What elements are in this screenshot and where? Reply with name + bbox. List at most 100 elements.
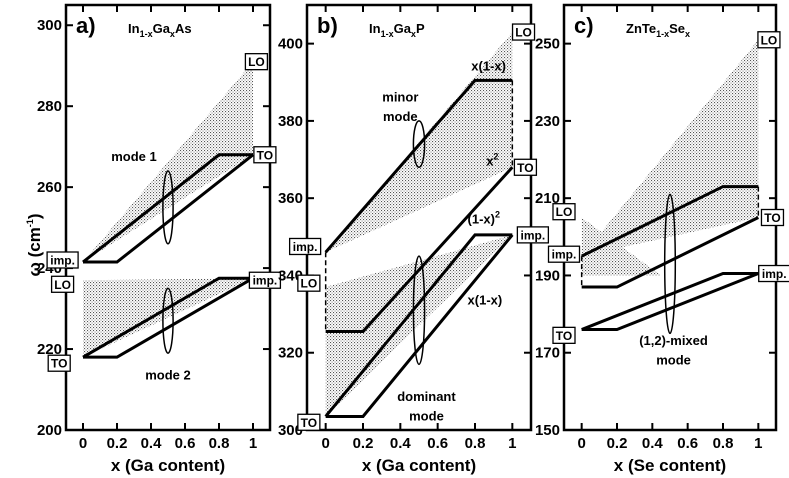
x-tick-label-p2-3: 0.6 [677,435,698,452]
box-p1-0 [511,23,536,41]
x-tick-label-p0-1: 0.2 [107,435,128,452]
box-label-p1-0: LO [515,26,532,40]
y-tick-label-p1-3: 360 [278,190,303,207]
series-line-p1-2 [324,233,513,418]
box-label-p2-0: LO [761,33,778,47]
box-p2-4 [758,264,789,283]
y-axis-title-sup: -1 [25,219,35,227]
title-mid-p1: Ga [394,21,412,36]
box-p0-0 [244,53,269,71]
y-tick-label-p2-3: 210 [535,190,560,207]
title-sub2-p0: x [170,29,175,39]
box-p1-5 [297,413,321,431]
box-p1-3 [516,226,550,244]
y-tick-label-p1-0: 300 [278,422,303,439]
annotation-p0-1: mode 2 [145,367,191,382]
x-axis-title-p1: x (Ga content) [362,456,476,475]
title-mid-p0: Ga [153,21,171,36]
x-tick-label-p1-3: 0.6 [427,435,448,452]
box-p2-3 [547,245,581,263]
box-label-p0-5: TO [51,357,67,371]
annotation-p1-5: x(1-x) [468,292,503,307]
x-tick-label-p1-1: 0.2 [353,435,374,452]
box-label-p2-3: imp. [552,248,577,262]
y-axis-title-close: ) [25,213,44,219]
box-p1-4 [297,274,321,292]
box-label-p1-2: imp. [293,240,318,254]
series-line-p0-2 [82,276,253,359]
y-tick-label-p0-0: 200 [37,422,62,439]
shaded-band-p0-0 [83,61,253,263]
power-base-p1-0: x [486,153,494,168]
title-sub1-p0: 1-x [140,29,153,39]
mode-ellipse-p0-0 [162,170,174,245]
box-p1-1 [513,158,538,176]
panel-c: 0 0.2 0.4 0.6 0.8 1 150 170 190 210 230 250 c) ZnTe1-… [535,3,789,475]
box-p0-1 [253,146,277,164]
series-line-p2-1 [581,216,759,289]
title-base-p1: In [369,21,381,36]
box-label-p1-1: TO [517,161,533,175]
panel-b: 0 0.2 0.4 0.6 0.8 1 300 320 340 360 380 400 b) In1-xG… [278,3,550,475]
mode-ellipse-p0-1 [162,287,174,354]
shaded-band-p2-0 [581,39,759,257]
box-p0-2 [46,251,79,269]
shaded-band-p2-1 [581,217,662,276]
x-tick-label-p1-5: 1 [508,435,516,452]
box-label-p1-5: TO [301,416,317,430]
x-tick-label-p2-0: 0 [577,435,585,452]
title-sub1-p2: 1-x [656,29,669,39]
series-line-p2-0 [581,185,759,258]
y-tick-label-p0-5: 300 [37,17,62,34]
x-tick-label-p0-3: 0.6 [175,435,196,452]
title-base-p0: In [128,21,140,36]
plot-frame-p0 [64,3,272,432]
series-line-p2-2 [581,272,759,331]
panel-letter-p2: c) [574,13,594,38]
y-tick-label-p0-1: 220 [37,341,62,358]
x-tick-label-p0-0: 0 [79,435,87,452]
x-tick-label-p2-5: 1 [754,435,762,452]
title-tail-p1: P [416,21,425,36]
x-tick-label-p1-4: 0.8 [465,435,486,452]
box-p0-4 [248,271,282,289]
series-line-p0-3 [83,276,254,359]
annotation-p0-0: mode 1 [111,149,157,164]
y-tick-label-p2-0: 150 [535,422,560,439]
y-tick-label-p1-2: 340 [278,267,303,284]
annotation-p1-3: mode [409,408,444,423]
panel-title-p1: In1-xGaxP [369,21,425,39]
mode-ellipse-p1-1 [412,255,426,366]
x-tick-label-p2-4: 0.8 [713,435,734,452]
shaded-band-p0-1 [83,278,253,358]
x-tick-label-p0-4: 0.8 [209,435,230,452]
series-line-p0-0 [82,153,253,264]
panel-a: 00.20.40.60.81200220240260280300a)In1-xG… [37,3,282,475]
x-axis-title-p0: x (Ga content) [111,456,225,475]
box-label-p1-3: imp. [521,228,546,242]
box-p1-2 [288,237,322,256]
annotation-p1-2: dominant [397,389,456,404]
panel-letter-p1: b) [317,13,338,38]
box-p2-2 [760,208,785,227]
panel-title-p2: ZnTe1-xSex [626,21,690,39]
y-tick-label-p0-3: 260 [37,179,62,196]
box-label-p2-1: LO [556,205,573,219]
series-line-p1-1 [325,166,514,333]
annotation-p2-1: mode [656,352,691,367]
title-mid-p2: Se [669,21,685,36]
annotation-p1-1: mode [383,109,418,124]
box-p0-3 [50,275,75,293]
y-tick-label-p2-2: 190 [535,267,560,284]
box-label-p2-5: TO [556,329,572,343]
box-p0-5 [47,354,71,372]
annotation-p1-0: minor [382,90,418,105]
box-p2-5 [552,326,576,344]
box-p2-1 [552,203,576,221]
power-sup-p1-0: 2 [493,151,498,161]
panel-letter-p0: a) [76,13,96,38]
box-label-p1-4: LO [301,277,318,291]
box-label-p0-3: LO [54,278,71,292]
annotation-p1-4: x(1-x) [471,59,506,74]
